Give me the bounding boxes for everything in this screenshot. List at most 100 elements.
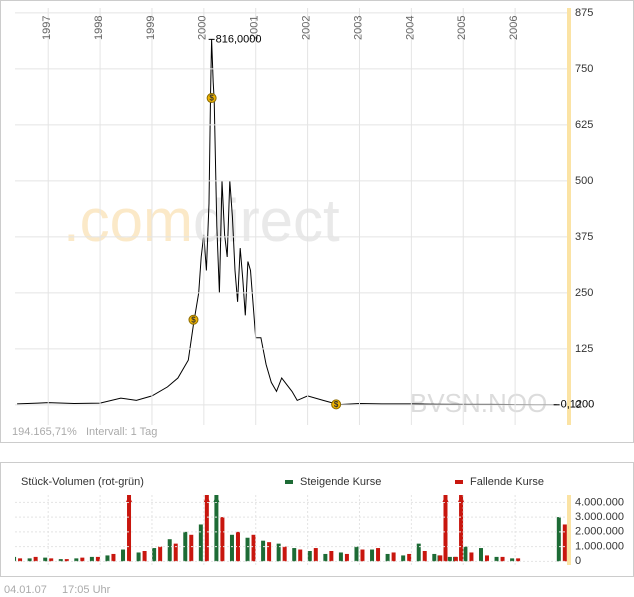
volume-bar: [500, 556, 505, 562]
volume-bar: [220, 517, 225, 562]
volume-bar: [453, 556, 458, 562]
y-tick-label: 1.000.000: [575, 540, 624, 552]
volume-bar: [49, 558, 54, 562]
volume-bar: [27, 558, 32, 562]
volume-bar: [80, 557, 85, 562]
volume-bar: [385, 553, 390, 562]
volume-bar: [370, 549, 375, 562]
volume-bar: [556, 517, 561, 562]
event-label: $: [191, 315, 196, 324]
y-tick-label: 0: [575, 399, 581, 411]
volume-bar: [229, 534, 234, 562]
volume-bar: [443, 495, 448, 562]
event-marker: [206, 93, 217, 104]
volume-bar: [438, 555, 443, 562]
x-tick-label: 2005: [456, 16, 468, 40]
volume-bar: [329, 551, 334, 562]
overflow-arrow: [442, 495, 449, 502]
volume-title: Stück-Volumen (rot-grün): [21, 476, 144, 488]
footer-time: 17:05 Uhr: [62, 584, 111, 596]
volume-bar: [447, 556, 452, 562]
y-tick-label: 125: [575, 343, 593, 355]
volume-bar: [432, 553, 437, 562]
event-marker: [188, 314, 199, 325]
volume-bar: [354, 546, 359, 562]
overflow-arrow: [203, 495, 210, 502]
volume-bar: [416, 543, 421, 562]
x-tick-label: 2000: [197, 16, 209, 40]
price-panel: [0, 0, 634, 443]
x-tick-label: 2003: [352, 16, 364, 40]
x-tick-label: 2002: [301, 16, 313, 40]
y-tick-label: 375: [575, 231, 593, 243]
volume-bar: [344, 553, 349, 562]
y-tick-label: 750: [575, 63, 593, 75]
volume-bar: [198, 524, 203, 562]
volume-bar: [43, 557, 48, 562]
volume-bar: [459, 495, 464, 562]
volume-bar: [105, 555, 110, 562]
volume-bar: [33, 556, 38, 562]
volume-bar: [562, 524, 567, 562]
volume-bar: [183, 531, 188, 562]
volume-bar: [167, 539, 172, 562]
volume-plot: [15, 495, 567, 562]
volume-bar: [323, 553, 328, 562]
volume-bar: [469, 552, 474, 562]
volume-bar: [95, 556, 100, 562]
event-label: $: [334, 400, 339, 409]
volume-bar: [276, 543, 281, 562]
x-tick-label: 2001: [249, 16, 261, 40]
y-tick-label: 500: [575, 175, 593, 187]
legend-swatch: [455, 480, 463, 484]
event-marker: [331, 399, 342, 410]
y-tick-label: 250: [575, 287, 593, 299]
x-tick-label: 1998: [93, 16, 105, 40]
footer-date: 04.01.07: [4, 584, 47, 596]
volume-bar: [282, 546, 287, 562]
symbol-watermark: BVSN.NOO: [410, 388, 547, 418]
axis-bar: [567, 8, 571, 425]
volume-bar: [136, 552, 141, 562]
volume-bar: [142, 551, 147, 562]
volume-bar: [478, 548, 483, 562]
volume-bar: [245, 537, 250, 562]
watermark: direct: [193, 187, 340, 254]
annotation-label: 816,0000: [216, 33, 262, 45]
volume-bar: [401, 555, 406, 562]
watermark: .com: [63, 187, 193, 254]
volume-bar: [510, 558, 515, 562]
volume-bar: [173, 543, 178, 562]
volume-bar: [18, 558, 23, 562]
y-tick-label: 625: [575, 119, 593, 131]
volume-bar: [307, 551, 312, 562]
volume-bar: [158, 546, 163, 562]
y-tick-label: 875: [575, 7, 593, 19]
volume-bar: [261, 540, 266, 562]
volume-bar: [58, 559, 63, 562]
y-tick-label: 4.000.000: [575, 496, 624, 508]
volume-bar: [484, 555, 489, 562]
volume-bar: [360, 549, 365, 562]
performance: 194.165,71%: [12, 426, 77, 438]
annotation-label: 0,1200: [561, 399, 595, 411]
volume-bar: [391, 552, 396, 562]
volume-bar: [89, 556, 94, 562]
volume-bar: [376, 548, 381, 562]
volume-bar: [152, 548, 157, 562]
volume-bar: [338, 552, 343, 562]
y-tick-label: 0: [575, 555, 581, 567]
volume-bar: [422, 551, 427, 562]
volume-bar: [407, 553, 412, 562]
axis-bar: [567, 495, 571, 565]
legend-swatch: [285, 480, 293, 484]
volume-bar: [189, 534, 194, 562]
overflow-arrow: [126, 495, 133, 502]
volume-bar: [313, 548, 318, 562]
x-tick-label: 1997: [41, 16, 53, 40]
volume-bar: [64, 559, 69, 562]
y-tick-label: 2.000.000: [575, 526, 624, 538]
overflow-arrow: [213, 495, 220, 502]
